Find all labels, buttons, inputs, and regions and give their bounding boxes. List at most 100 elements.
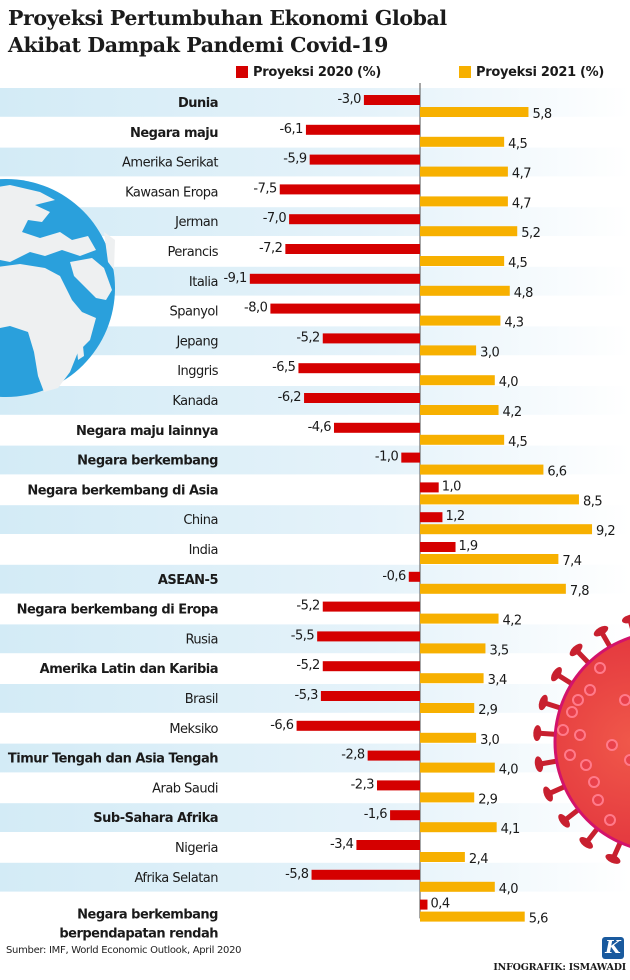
bar-row: Inggris -6,5 4,0 (177, 360, 519, 390)
value-label-2020: -5,2 (296, 330, 319, 345)
virus-spike-head (533, 725, 542, 742)
virus-spike-head (551, 667, 562, 682)
bar-2021 (420, 822, 497, 833)
virus-receptor (572, 694, 584, 706)
bar-2020 (367, 750, 420, 761)
value-label-2020: -5,3 (295, 688, 319, 703)
virus-receptor (580, 759, 592, 771)
bar-row: Meksiko -6,6 3,0 (169, 718, 500, 748)
bar-row: Negara berkembang -1,0 6,6 (77, 450, 567, 480)
category-label: Dunia (178, 96, 218, 111)
legend-label-2021: Proyeksi 2021 (%) (476, 64, 605, 80)
bar-2020 (298, 363, 420, 374)
bar-2021 (420, 524, 593, 535)
value-label-2020: -1,0 (375, 450, 399, 465)
bar-2021 (420, 911, 525, 922)
category-label: Rusia (185, 632, 218, 647)
category-label: Spanyol (170, 305, 218, 320)
category-label: Kanada (172, 394, 218, 409)
bar-row: Dunia -3,0 5,8 (178, 92, 552, 122)
bar-2021 (420, 464, 544, 475)
value-label-2021: 8,5 (583, 494, 602, 509)
value-label-2021: 4,5 (508, 137, 527, 152)
value-label-2020: -5,9 (283, 152, 307, 167)
bar-2021 (420, 494, 579, 505)
bar-2020 (322, 601, 420, 612)
bar-row: Negara berkembang di Asia 1,0 8,5 (27, 479, 603, 509)
bar-2021 (420, 345, 477, 356)
bar-row: Negara berkembang di Eropa -5,2 4,2 (17, 599, 523, 629)
infographic-credit: INFOGRAFIK: ISMAWADI (493, 962, 626, 973)
value-label-2021: 5,6 (529, 912, 548, 927)
bar-2020 (420, 899, 428, 910)
bar-2020 (356, 840, 420, 850)
bar-2020 (320, 691, 420, 701)
bar-2021 (420, 136, 505, 147)
category-label: Negara maju lainnya (76, 424, 218, 439)
bar-2020 (420, 512, 443, 523)
bar-2021 (420, 613, 499, 624)
category-label: Jerman (174, 215, 218, 230)
value-label-2020: -5,2 (296, 599, 319, 614)
bar-2020 (401, 452, 420, 463)
bar-2021 (420, 434, 505, 445)
value-label-2021: 3,4 (488, 673, 507, 688)
chart-title: Proyeksi Pertumbuhan Ekonomi Global Akib… (8, 5, 447, 59)
value-label-2020: -5,5 (291, 628, 315, 643)
row-stripe (0, 803, 630, 832)
value-label-2020: -7,5 (253, 181, 277, 196)
bar-2020 (390, 810, 420, 821)
bar-row: Rusia -5,5 3,5 (185, 628, 509, 658)
bar-row: Nigeria -3,4 2,4 (175, 837, 489, 867)
globe-land-madagascar (76, 336, 84, 360)
bar-row: China 1,2 9,2 (183, 509, 615, 539)
bar-row: Arab Saudi -2,3 2,9 (152, 777, 498, 807)
virus-receptor (604, 814, 616, 826)
virus-receptor (592, 794, 604, 806)
value-label-2020: -2,8 (341, 748, 365, 763)
category-label: Meksiko (169, 722, 218, 737)
bar-row: Amerika Latin dan Karibia -5,2 3,4 (40, 658, 508, 688)
bar-row: Perancis -7,2 4,5 (168, 241, 529, 271)
bar-2020 (420, 482, 439, 493)
category-label: Jepang (175, 334, 218, 349)
virus-receptor (557, 724, 569, 736)
value-label-2020: 1,9 (459, 539, 478, 554)
bar-2020 (249, 273, 420, 284)
category-label: Negara maju (130, 126, 218, 141)
virus-spike-head (569, 643, 583, 657)
virus-receptor (564, 749, 576, 761)
value-label-2020: -2,3 (351, 777, 375, 792)
value-label-2020: -7,0 (263, 211, 287, 226)
value-label-2021: 6,6 (547, 465, 566, 480)
bar-2021 (420, 375, 495, 386)
category-label: Inggris (177, 364, 219, 379)
bar-2020 (376, 780, 420, 791)
bar-2020 (322, 661, 420, 672)
bar-2020 (408, 571, 420, 582)
bar-2021 (420, 673, 484, 684)
value-label-2021: 5,8 (532, 107, 551, 122)
bar-2021 (420, 256, 505, 266)
bar-2021 (420, 226, 518, 237)
value-label-2020: -4,6 (308, 420, 332, 435)
bar-2021 (420, 107, 529, 117)
value-label-2020: 1,2 (445, 509, 464, 524)
bar-2020 (285, 244, 420, 254)
globe-land-arabia (70, 258, 112, 300)
bar-2021 (420, 583, 566, 594)
virus-body (553, 636, 630, 848)
bar-row: Kanada -6,2 4,2 (172, 390, 522, 420)
value-label-2020: -3,4 (330, 837, 354, 852)
bar-2021 (420, 881, 495, 892)
value-label-2020: -7,2 (259, 241, 282, 256)
virus-spike-head (538, 694, 548, 711)
bar-2021 (420, 315, 501, 326)
value-label-2021: 4,2 (503, 614, 522, 629)
bar-row: Negara berkembang berpendapatan rendah 0,4… (59, 897, 548, 942)
category-label-line: berpendapatan rendah (59, 927, 218, 942)
value-label-2020: -6,2 (278, 390, 301, 405)
value-label-2020: -8,0 (244, 301, 268, 316)
value-label-2020: -9,1 (223, 271, 247, 286)
bar-row: Sub-Sahara Afrika -1,6 4,1 (93, 807, 520, 837)
